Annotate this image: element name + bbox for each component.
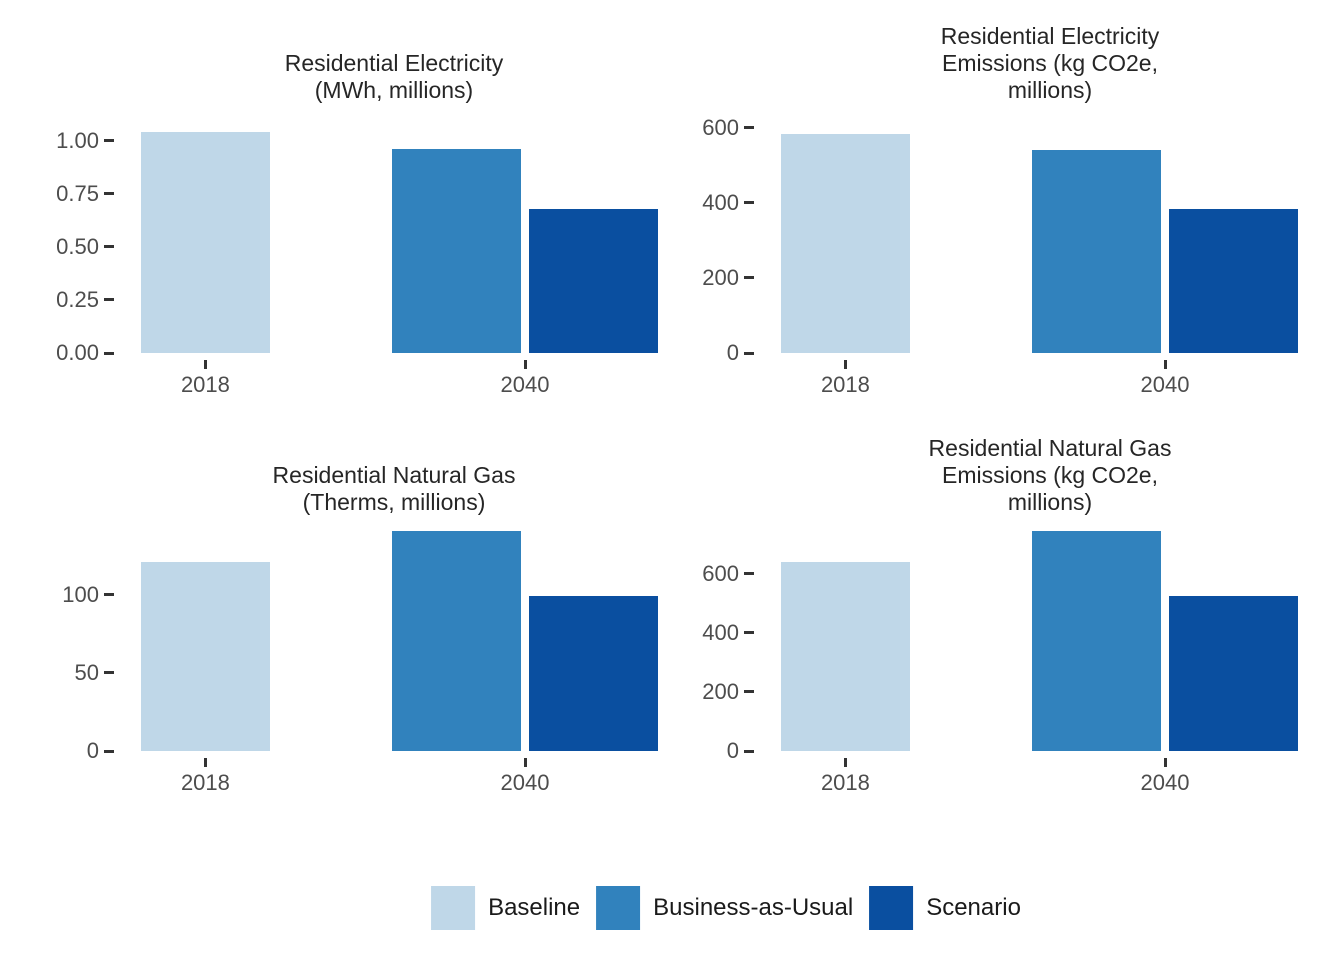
y-axis-tick-label: 100 [62, 581, 99, 607]
y-axis-tick-label: 0.25 [56, 286, 99, 312]
panel-residential-electricity-emissions: Residential Electricity Emissions (kg CO… [672, 0, 1344, 420]
bar-business-as-usual-2040 [1031, 531, 1162, 751]
x-axis-category-label: 2040 [500, 770, 550, 795]
bar-scenario-2040 [528, 596, 659, 751]
x-axis-tick [203, 360, 207, 369]
y-axis-tick [744, 572, 754, 576]
bar-scenario-2040 [1168, 209, 1299, 353]
x-axis-tick [523, 758, 527, 767]
y-axis-tick-label: 0.50 [56, 233, 99, 259]
y-axis-tick-label: 0.75 [56, 180, 99, 206]
y-axis-tick-label: 600 [702, 114, 739, 140]
bar-baseline-2018 [140, 132, 271, 353]
legend-item-baseline: Baseline [431, 886, 580, 930]
bar-baseline-2018 [780, 562, 911, 751]
x-axis-tick [843, 758, 847, 767]
y-axis-tick-label: 1.00 [56, 127, 99, 153]
x-axis-category-label: 2018 [820, 770, 870, 795]
x-axis-category-label: 2040 [500, 372, 550, 397]
legend-swatch-baseline [431, 886, 476, 930]
plot-area: 0 50 100 2018 2040 [62, 520, 668, 795]
y-axis-tick-label: 400 [702, 189, 739, 215]
y-axis-tick-label: 0 [726, 738, 739, 763]
y-axis-tick [744, 276, 754, 280]
y-axis-tick-label: 0 [86, 738, 99, 763]
bar-baseline-2018 [140, 562, 271, 751]
y-axis-tick-label: 400 [702, 619, 739, 645]
y-axis-tick-label: 50 [74, 659, 99, 685]
y-axis-tick [104, 351, 114, 355]
y-axis-tick [104, 245, 114, 249]
y-axis-tick-label: 200 [702, 264, 739, 290]
legend-swatch-scenario [869, 886, 914, 930]
plot-area: 0 200 400 600 2018 2040 [702, 108, 1308, 397]
y-axis-tick [744, 749, 754, 753]
y-axis-tick [744, 201, 754, 205]
plot-area: 0.00 0.25 0.50 0.75 1.00 2018 2040 [56, 108, 668, 397]
y-axis-tick [104, 749, 114, 753]
x-axis-tick [1163, 360, 1167, 369]
legend-label-scenario: Scenario [926, 894, 1021, 921]
panel-residential-natural-gas-emissions: Residential Natural Gas Emissions (kg CO… [672, 420, 1344, 840]
x-axis-category-label: 2040 [1140, 372, 1190, 397]
y-axis-tick [744, 690, 754, 694]
y-axis-tick [744, 631, 754, 635]
y-axis-tick [744, 126, 754, 130]
y-axis-tick [104, 671, 114, 675]
legend-label-baseline: Baseline [488, 894, 581, 921]
legend-label-business-as-usual: Business-as-Usual [653, 894, 854, 921]
y-axis-tick-label: 0 [726, 340, 739, 365]
y-axis-tick [104, 298, 114, 302]
y-axis-tick [104, 593, 114, 597]
chart-title: Residential Natural Gas (Therms, million… [272, 462, 516, 515]
y-axis-tick-label: 0.00 [56, 340, 99, 365]
chart-title: Residential Natural Gas Emissions (kg CO… [928, 435, 1172, 515]
x-axis-category-label: 2018 [180, 770, 230, 795]
x-axis-tick [1163, 758, 1167, 767]
y-axis-tick [744, 351, 754, 355]
plot-area: 0 200 400 600 2018 2040 [702, 520, 1308, 795]
bar-baseline-2018 [780, 134, 911, 353]
chart-title: Residential Electricity (MWh, millions) [284, 50, 504, 103]
y-axis-tick [104, 139, 114, 143]
x-axis-tick [203, 758, 207, 767]
x-axis-category-label: 2018 [180, 372, 230, 397]
bar-scenario-2040 [528, 209, 659, 353]
chart-title: Residential Electricity Emissions (kg CO… [940, 23, 1160, 103]
legend-item-scenario: Scenario [869, 886, 1021, 930]
bar-business-as-usual-2040 [391, 149, 522, 353]
legend: Baseline Business-as-Usual Scenario [431, 886, 1021, 930]
bar-business-as-usual-2040 [391, 531, 522, 751]
bar-business-as-usual-2040 [1031, 150, 1162, 353]
legend-swatch-business-as-usual [596, 886, 641, 930]
x-axis-tick [523, 360, 527, 369]
panel-residential-natural-gas: Residential Natural Gas (Therms, million… [0, 420, 672, 840]
y-axis-tick [104, 192, 114, 196]
y-axis-tick-label: 200 [702, 678, 739, 704]
x-axis-category-label: 2018 [820, 372, 870, 397]
bar-scenario-2040 [1168, 596, 1299, 751]
x-axis-category-label: 2040 [1140, 770, 1190, 795]
panel-residential-electricity: Residential Electricity (MWh, millions) … [0, 0, 672, 420]
legend-item-business-as-usual: Business-as-Usual [596, 886, 853, 930]
x-axis-tick [843, 360, 847, 369]
y-axis-tick-label: 600 [702, 560, 739, 586]
